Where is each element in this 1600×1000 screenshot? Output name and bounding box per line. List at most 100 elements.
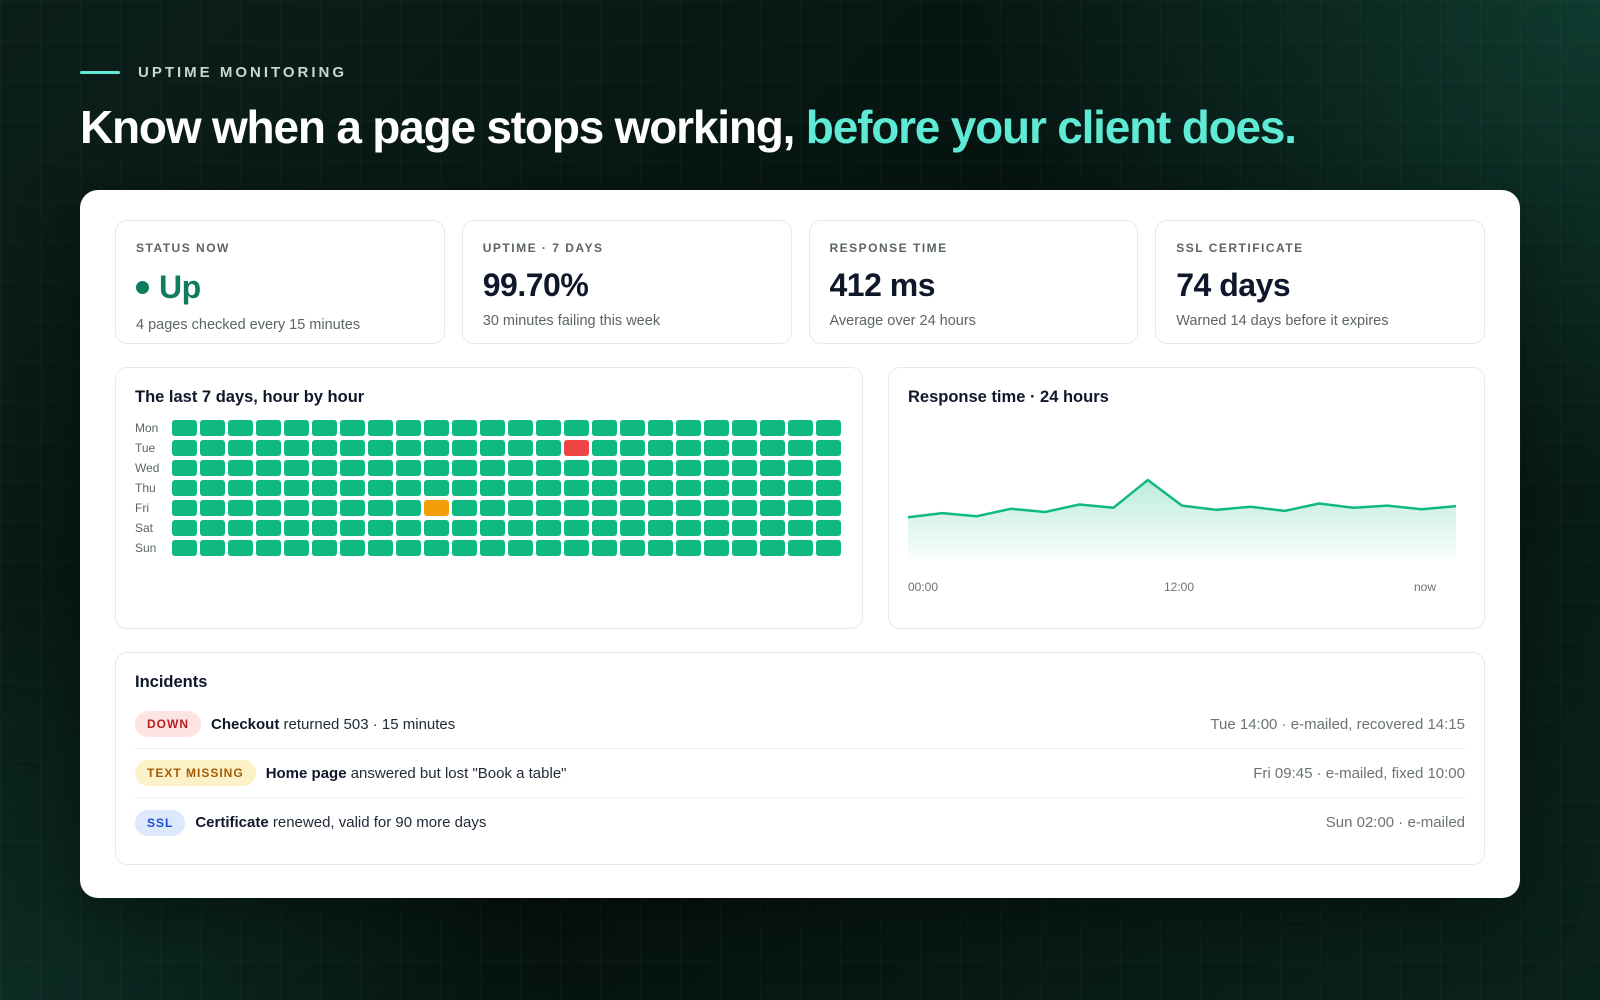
heatmap-cell[interactable] bbox=[396, 540, 421, 556]
heatmap-cell[interactable] bbox=[788, 480, 813, 496]
heatmap-cell[interactable] bbox=[424, 460, 449, 476]
heatmap-cell[interactable] bbox=[536, 540, 561, 556]
heatmap-cell[interactable] bbox=[704, 480, 729, 496]
heatmap-cell[interactable] bbox=[480, 440, 505, 456]
heatmap-cell[interactable] bbox=[284, 500, 309, 516]
heatmap-cell[interactable] bbox=[284, 480, 309, 496]
heatmap-cell[interactable] bbox=[648, 520, 673, 536]
heatmap-cell[interactable] bbox=[592, 440, 617, 456]
heatmap-cell[interactable] bbox=[284, 420, 309, 436]
heatmap-cell[interactable] bbox=[816, 520, 841, 536]
heatmap-cell[interactable] bbox=[704, 440, 729, 456]
heatmap-cell[interactable] bbox=[340, 440, 365, 456]
heatmap-cell[interactable] bbox=[676, 480, 701, 496]
heatmap-cell[interactable] bbox=[424, 520, 449, 536]
heatmap-cell[interactable] bbox=[368, 500, 393, 516]
heatmap-cell[interactable] bbox=[760, 420, 785, 436]
heatmap-cell[interactable] bbox=[312, 460, 337, 476]
heatmap-cell[interactable] bbox=[788, 440, 813, 456]
heatmap-cell[interactable] bbox=[480, 500, 505, 516]
heatmap-cell[interactable] bbox=[536, 440, 561, 456]
heatmap-cell[interactable] bbox=[452, 420, 477, 436]
heatmap-cell[interactable] bbox=[732, 460, 757, 476]
heatmap-cell[interactable] bbox=[452, 480, 477, 496]
heatmap-cell[interactable] bbox=[648, 480, 673, 496]
heatmap-cell[interactable] bbox=[508, 440, 533, 456]
heatmap-cell[interactable] bbox=[284, 440, 309, 456]
heatmap-cell[interactable] bbox=[396, 460, 421, 476]
incident-row[interactable]: DOWN Checkout returned 503 · 15 minutes … bbox=[135, 700, 1465, 749]
heatmap-cell-warn[interactable] bbox=[424, 500, 449, 516]
heatmap-cell[interactable] bbox=[284, 460, 309, 476]
heatmap-cell[interactable] bbox=[340, 500, 365, 516]
heatmap-cell[interactable] bbox=[368, 540, 393, 556]
heatmap-cell[interactable] bbox=[284, 540, 309, 556]
heatmap-cell[interactable] bbox=[452, 540, 477, 556]
heatmap-cell[interactable] bbox=[564, 500, 589, 516]
heatmap-cell[interactable] bbox=[396, 500, 421, 516]
heatmap-cell[interactable] bbox=[760, 500, 785, 516]
heatmap-cell-down[interactable] bbox=[564, 440, 589, 456]
heatmap-cell[interactable] bbox=[508, 540, 533, 556]
heatmap-cell[interactable] bbox=[676, 460, 701, 476]
heatmap-cell[interactable] bbox=[620, 540, 645, 556]
heatmap-cell[interactable] bbox=[816, 500, 841, 516]
heatmap-cell[interactable] bbox=[732, 440, 757, 456]
heatmap-cell[interactable] bbox=[648, 500, 673, 516]
heatmap-cell[interactable] bbox=[648, 420, 673, 436]
heatmap-cell[interactable] bbox=[480, 480, 505, 496]
heatmap-cell[interactable] bbox=[648, 460, 673, 476]
heatmap-cell[interactable] bbox=[732, 520, 757, 536]
heatmap-cell[interactable] bbox=[592, 420, 617, 436]
heatmap-cell[interactable] bbox=[564, 520, 589, 536]
heatmap-cell[interactable] bbox=[256, 460, 281, 476]
heatmap-cell[interactable] bbox=[452, 500, 477, 516]
heatmap-cell[interactable] bbox=[340, 480, 365, 496]
heatmap-cell[interactable] bbox=[312, 420, 337, 436]
heatmap-cell[interactable] bbox=[256, 440, 281, 456]
heatmap-cell[interactable] bbox=[200, 500, 225, 516]
heatmap-cell[interactable] bbox=[200, 420, 225, 436]
heatmap-cell[interactable] bbox=[564, 540, 589, 556]
heatmap-cell[interactable] bbox=[816, 420, 841, 436]
heatmap-cell[interactable] bbox=[676, 520, 701, 536]
heatmap-cell[interactable] bbox=[732, 420, 757, 436]
heatmap-cell[interactable] bbox=[228, 520, 253, 536]
heatmap-cell[interactable] bbox=[228, 440, 253, 456]
heatmap-cell[interactable] bbox=[760, 440, 785, 456]
heatmap-cell[interactable] bbox=[816, 440, 841, 456]
heatmap-cell[interactable] bbox=[256, 540, 281, 556]
heatmap-cell[interactable] bbox=[368, 420, 393, 436]
heatmap-cell[interactable] bbox=[620, 460, 645, 476]
heatmap-cell[interactable] bbox=[340, 520, 365, 536]
heatmap-cell[interactable] bbox=[536, 420, 561, 436]
heatmap-cell[interactable] bbox=[340, 420, 365, 436]
heatmap-cell[interactable] bbox=[704, 540, 729, 556]
heatmap-cell[interactable] bbox=[480, 540, 505, 556]
heatmap-cell[interactable] bbox=[256, 480, 281, 496]
heatmap-cell[interactable] bbox=[732, 500, 757, 516]
heatmap-cell[interactable] bbox=[396, 420, 421, 436]
heatmap-cell[interactable] bbox=[200, 520, 225, 536]
heatmap-cell[interactable] bbox=[452, 440, 477, 456]
heatmap-cell[interactable] bbox=[564, 420, 589, 436]
heatmap-cell[interactable] bbox=[424, 420, 449, 436]
heatmap-cell[interactable] bbox=[172, 420, 197, 436]
heatmap-cell[interactable] bbox=[340, 540, 365, 556]
heatmap-cell[interactable] bbox=[732, 480, 757, 496]
heatmap-cell[interactable] bbox=[620, 420, 645, 436]
heatmap-cell[interactable] bbox=[536, 480, 561, 496]
heatmap-cell[interactable] bbox=[508, 520, 533, 536]
heatmap-cell[interactable] bbox=[676, 440, 701, 456]
heatmap-cell[interactable] bbox=[312, 520, 337, 536]
heatmap-cell[interactable] bbox=[676, 420, 701, 436]
heatmap-cell[interactable] bbox=[508, 460, 533, 476]
heatmap-cell[interactable] bbox=[368, 480, 393, 496]
heatmap-cell[interactable] bbox=[172, 520, 197, 536]
heatmap-cell[interactable] bbox=[228, 480, 253, 496]
heatmap-cell[interactable] bbox=[480, 460, 505, 476]
heatmap-cell[interactable] bbox=[172, 440, 197, 456]
heatmap-cell[interactable] bbox=[424, 480, 449, 496]
heatmap-cell[interactable] bbox=[312, 480, 337, 496]
heatmap-cell[interactable] bbox=[200, 540, 225, 556]
